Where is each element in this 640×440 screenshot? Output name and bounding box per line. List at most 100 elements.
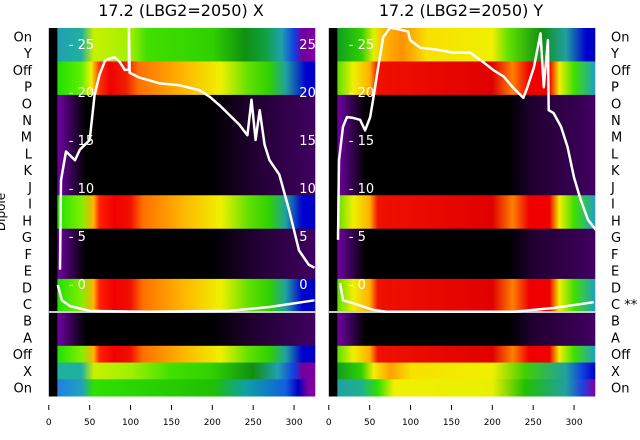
heatmap-band bbox=[48, 312, 316, 347]
heatmap-band bbox=[328, 61, 596, 96]
row-label-right: Off bbox=[611, 348, 631, 363]
row-label-left: P bbox=[24, 81, 32, 96]
row-label-right: E bbox=[611, 265, 619, 280]
inner-y-tick-label: - 15 bbox=[69, 134, 94, 149]
heatmap-band bbox=[328, 28, 596, 62]
row-label-right: P bbox=[611, 81, 619, 96]
row-label-right: On bbox=[611, 382, 629, 397]
inner-y-tick-label: - 10 bbox=[69, 182, 94, 197]
row-label-right: K bbox=[611, 164, 620, 179]
row-label-left: Off bbox=[13, 64, 33, 79]
inner-y-tick-label: - 15 bbox=[349, 134, 374, 149]
row-label-left: G bbox=[22, 231, 32, 246]
row-label-right: H bbox=[611, 214, 621, 229]
row-label-right: F bbox=[611, 248, 618, 263]
heatmap-band bbox=[48, 278, 316, 313]
heatmap-band bbox=[328, 379, 596, 397]
inner-y-tick-label: - 20 bbox=[349, 86, 374, 101]
inner-y-tick-label: - 5 bbox=[69, 230, 86, 245]
row-label-right: M bbox=[611, 131, 622, 146]
inner-y-tick-label-right: 0 bbox=[299, 278, 307, 293]
row-label-right: D bbox=[611, 281, 621, 296]
inner-y-tick-label: - 5 bbox=[349, 230, 366, 245]
x-tick-label: 50 bbox=[364, 418, 376, 428]
row-label-right: A bbox=[611, 331, 620, 346]
row-label-right: L bbox=[611, 147, 619, 162]
heatmap-band bbox=[48, 379, 316, 397]
row-label-left: D bbox=[22, 281, 32, 296]
y-axis-label: Dipole bbox=[0, 193, 8, 231]
row-label-right: Off bbox=[611, 64, 631, 79]
inner-y-tick-label-right: 5 bbox=[299, 230, 307, 245]
heatmap-band bbox=[328, 228, 596, 280]
heatmap-band bbox=[328, 362, 596, 380]
row-label-right: N bbox=[611, 114, 621, 129]
row-labels: OnYOffPONMLKJIHGFEDCBAOffXOnOnYOffPONMLK… bbox=[13, 30, 638, 396]
row-label-left: L bbox=[25, 147, 33, 162]
inner-y-tick-label: - 0 bbox=[349, 278, 366, 293]
row-label-left: N bbox=[22, 114, 32, 129]
x-tick-label: 150 bbox=[443, 418, 460, 428]
heatmap-band bbox=[48, 228, 316, 280]
row-label-right: B bbox=[611, 315, 620, 330]
heatmap-band bbox=[48, 345, 316, 364]
heatmap-band bbox=[48, 195, 316, 230]
inner-y-tick-label: - 25 bbox=[69, 38, 94, 53]
heatmap-band bbox=[328, 345, 596, 364]
x-tick-label: 150 bbox=[163, 418, 180, 428]
inner-y-tick-label-right: 25 bbox=[299, 38, 316, 53]
heatmap-band bbox=[48, 362, 316, 380]
row-label-left: A bbox=[23, 331, 32, 346]
row-label-right: I bbox=[611, 198, 615, 213]
row-label-left: F bbox=[25, 248, 32, 263]
row-label-right: J bbox=[610, 181, 615, 196]
row-label-right: X bbox=[611, 365, 620, 380]
row-label-right: O bbox=[611, 97, 621, 112]
inner-y-tick-label-right: 15 bbox=[299, 134, 316, 149]
row-label-left: K bbox=[23, 164, 32, 179]
row-label-right: Y bbox=[610, 47, 619, 62]
row-label-right: On bbox=[611, 30, 629, 45]
data-line bbox=[336, 28, 596, 240]
panel-y: 17.2 (LBG2=2050) Y - 0 - 5 - 10 - 15 - 20 - 2… bbox=[326, 1, 596, 428]
x-tick-label: 250 bbox=[525, 418, 542, 428]
inner-y-tick-label: - 25 bbox=[349, 38, 374, 53]
x-tick-label: 200 bbox=[484, 418, 501, 428]
row-label-left: Off bbox=[13, 348, 33, 363]
data-line bbox=[56, 284, 315, 314]
row-label-left: M bbox=[21, 131, 32, 146]
inner-y-tick-label: - 10 bbox=[349, 182, 374, 197]
x-tick-label: 250 bbox=[245, 418, 262, 428]
row-label-left: O bbox=[22, 97, 32, 112]
row-label-left: J bbox=[27, 181, 32, 196]
panel-x: 17.2 (LBG2=2050) X - 0 0 - 5 5 - 10 10 - 15 15 -… bbox=[46, 1, 316, 428]
heatmap-band bbox=[328, 312, 596, 347]
x-tick-label: 0 bbox=[46, 418, 52, 428]
row-label-right: G bbox=[611, 231, 621, 246]
heatmap-band bbox=[48, 28, 316, 62]
heatmap-band bbox=[328, 195, 596, 230]
row-label-left: X bbox=[23, 365, 32, 380]
x-tick-label: 0 bbox=[326, 418, 332, 428]
x-tick-label: 50 bbox=[84, 418, 96, 428]
data-line bbox=[58, 28, 316, 270]
row-label-left: On bbox=[14, 382, 32, 397]
row-label-right: C ** bbox=[611, 298, 638, 313]
row-label-left: I bbox=[28, 198, 32, 213]
row-label-left: B bbox=[23, 315, 32, 330]
inner-y-tick-label: - 20 bbox=[69, 86, 94, 101]
inner-y-tick-label: - 0 bbox=[69, 278, 86, 293]
inner-y-tick-label-right: 10 bbox=[299, 182, 316, 197]
x-tick-label: 100 bbox=[122, 418, 139, 428]
row-label-left: H bbox=[22, 214, 32, 229]
row-label-left: On bbox=[14, 30, 32, 45]
x-tick-label: 100 bbox=[402, 418, 419, 428]
x-tick-label: 200 bbox=[204, 418, 221, 428]
row-label-left: E bbox=[24, 265, 32, 280]
data-line bbox=[338, 282, 594, 314]
x-tick-label: 300 bbox=[565, 418, 582, 428]
x-tick-label: 300 bbox=[285, 418, 302, 428]
row-label-left: Y bbox=[23, 47, 32, 62]
inner-y-tick-label-right: 20 bbox=[299, 86, 316, 101]
panel-title-y: 17.2 (LBG2=2050) Y bbox=[379, 1, 544, 20]
